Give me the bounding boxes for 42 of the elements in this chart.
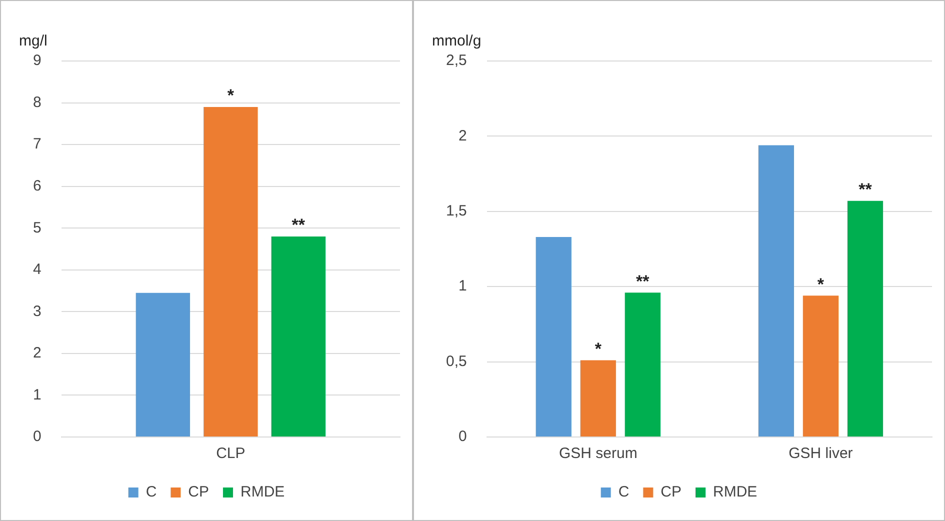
bar	[624, 292, 660, 436]
legend-label: RMDE	[240, 484, 285, 501]
annotation: *	[594, 339, 602, 358]
y-tick-label: 9	[33, 52, 42, 70]
y-tick-label: 7	[33, 136, 42, 153]
x-tick-label: GSH serum	[558, 445, 638, 462]
y-tick-label: 0	[458, 428, 467, 446]
y-tick-label: 2	[33, 344, 42, 362]
bar	[536, 236, 572, 436]
x-tick-label: CLP	[216, 445, 246, 462]
bar	[802, 296, 839, 436]
y-tick-label: 0	[33, 428, 42, 446]
y-tick-label: 1	[33, 386, 42, 404]
legend-label: CP	[660, 484, 682, 501]
y-tick-label: 8	[33, 94, 42, 111]
bar	[136, 292, 190, 436]
y-axis-title: mg/l	[19, 32, 48, 50]
annotation: *	[227, 86, 234, 106]
annotation: **	[636, 272, 650, 291]
annotation: **	[858, 180, 872, 200]
y-tick-label: 2	[458, 127, 467, 144]
y-tick-label: 5	[33, 219, 42, 236]
annotation: *	[817, 274, 824, 294]
legend-label: C	[146, 484, 157, 501]
y-tick-label: 1	[458, 278, 467, 295]
x-tick-label: GSH liver	[788, 445, 853, 462]
annotation: **	[292, 216, 306, 235]
legend-label: CP	[188, 484, 210, 501]
y-tick-label: 2,5	[446, 52, 467, 70]
bar	[580, 360, 616, 436]
bar	[758, 145, 794, 436]
legend-label: C	[618, 484, 630, 501]
y-tick-label: 6	[33, 177, 42, 194]
y-tick-label: 3	[33, 302, 42, 320]
bar	[847, 200, 884, 436]
legend-label: RMDE	[713, 484, 758, 501]
bar	[271, 236, 326, 436]
y-tick-label: 0,5	[446, 352, 467, 370]
y-tick-label: 4	[33, 261, 42, 278]
bar	[204, 106, 258, 436]
y-tick-label: 1,5	[446, 202, 467, 220]
y-axis-title: mmol/g	[432, 32, 482, 50]
